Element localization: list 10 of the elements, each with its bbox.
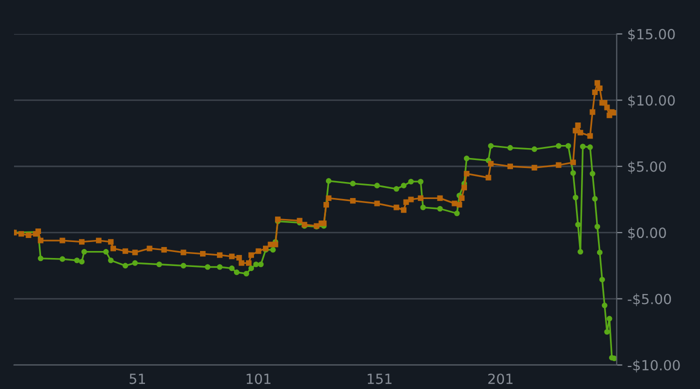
y-tick-label: -$10.00 xyxy=(628,360,680,372)
x-tick-label: 51 xyxy=(130,374,145,384)
y-tick-label: $0.00 xyxy=(628,227,666,240)
y-tick-label: $15.00 xyxy=(628,28,675,42)
x-tick-label: 101 xyxy=(246,374,270,384)
y-tick-label: -$5.00 xyxy=(628,294,671,306)
y-tick-label: $5.00 xyxy=(628,161,666,174)
x-tick-label: 201 xyxy=(488,374,512,384)
y-tick-label: $10.00 xyxy=(628,94,675,108)
x-tick-label: 151 xyxy=(368,374,392,384)
